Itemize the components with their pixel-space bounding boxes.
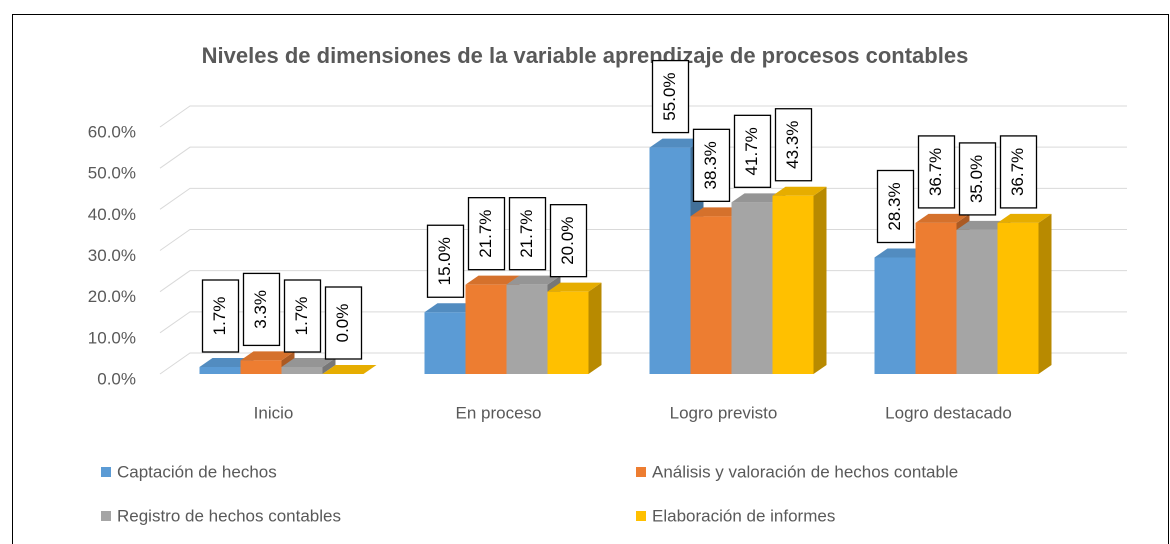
bar	[506, 284, 548, 374]
value-label: 43.3%	[783, 121, 802, 169]
value-label: 21.7%	[517, 210, 536, 258]
value-label: 38.3%	[701, 141, 720, 189]
value-label: 20.0%	[558, 217, 577, 265]
value-label: 41.7%	[742, 127, 761, 175]
legend-label: Elaboración de informes	[652, 506, 835, 525]
value-label-box	[242, 272, 281, 347]
bar	[281, 367, 323, 374]
bar	[915, 222, 957, 374]
bar	[997, 222, 1039, 374]
grid-line	[159, 105, 1127, 128]
bar	[465, 284, 507, 374]
bar-side	[813, 186, 827, 374]
value-label: 21.7%	[476, 210, 495, 258]
grid-line	[159, 146, 1127, 169]
x-tick-label: En proceso	[456, 403, 542, 422]
bar-top	[424, 303, 479, 313]
bar-top	[547, 282, 602, 292]
y-tick-label: 60.0%	[88, 122, 136, 141]
y-tick-label: 10.0%	[88, 328, 136, 347]
bar-top	[956, 220, 1011, 230]
y-tick-label: 30.0%	[88, 246, 136, 265]
x-tick-label: Logro previsto	[670, 403, 778, 422]
value-label: 28.3%	[885, 182, 904, 230]
bar-top	[199, 358, 254, 368]
bar	[649, 147, 691, 374]
value-label: 0.0%	[333, 304, 352, 343]
value-label-box	[917, 135, 956, 209]
y-tick-label: 50.0%	[88, 164, 136, 183]
legend-label: Captación de hechos	[117, 462, 277, 481]
value-label: 1.7%	[292, 297, 311, 336]
y-tick-label: 40.0%	[88, 205, 136, 224]
bar-side	[322, 358, 336, 374]
value-label: 1.7%	[210, 297, 229, 336]
value-label: 36.7%	[926, 148, 945, 196]
bar	[731, 202, 773, 374]
value-label-box	[283, 279, 322, 353]
bar-top	[731, 193, 786, 203]
legend-label: Registro de hechos contables	[117, 506, 341, 525]
value-label-box	[201, 279, 240, 353]
value-label-box	[733, 114, 772, 188]
bar-top	[997, 213, 1052, 223]
value-label-box	[324, 286, 363, 360]
value-label-box	[999, 135, 1038, 209]
legend-label: Análisis y valoración de hechos contable	[652, 462, 958, 481]
bar-top	[690, 207, 745, 217]
bar	[199, 367, 241, 374]
bar-top	[281, 358, 336, 368]
bar-top	[322, 365, 377, 374]
value-label: 35.0%	[967, 155, 986, 203]
bar-side	[588, 282, 602, 374]
y-tick-label: 0.0%	[97, 369, 136, 388]
bar-top	[465, 275, 520, 285]
bar-side	[1038, 213, 1052, 374]
bar	[956, 229, 998, 374]
x-tick-label: Inicio	[254, 403, 294, 422]
value-label: 3.3%	[251, 290, 270, 329]
value-label-box	[692, 128, 731, 202]
bar	[547, 291, 589, 374]
value-label-box	[549, 204, 588, 278]
value-label: 15.0%	[435, 237, 454, 285]
bar-top	[915, 213, 970, 223]
bar-top	[874, 248, 929, 258]
bar	[690, 216, 732, 374]
legend-swatch	[101, 467, 111, 477]
bar-top	[240, 351, 295, 361]
value-label-box	[651, 59, 690, 134]
y-tick-label: 20.0%	[88, 287, 136, 306]
value-label-box	[774, 108, 813, 182]
x-tick-label: Logro destacado	[885, 403, 1012, 422]
bar-top	[649, 138, 704, 148]
value-label-box	[467, 197, 506, 271]
value-label-box	[508, 197, 547, 271]
value-label-box	[426, 224, 465, 298]
legend-swatch	[101, 511, 111, 521]
bar	[424, 312, 466, 374]
legend-swatch	[636, 467, 646, 477]
bar	[772, 195, 814, 374]
value-label-box	[958, 142, 997, 216]
value-label: 55.0%	[660, 72, 679, 120]
value-label-box	[876, 169, 915, 244]
bar	[240, 360, 282, 374]
bar-top	[506, 275, 561, 285]
bar-top	[772, 186, 827, 196]
chart-title: Niveles de dimensiones de la variable ap…	[202, 43, 969, 68]
value-label: 36.7%	[1008, 148, 1027, 196]
legend-swatch	[636, 511, 646, 521]
bar	[874, 257, 916, 374]
